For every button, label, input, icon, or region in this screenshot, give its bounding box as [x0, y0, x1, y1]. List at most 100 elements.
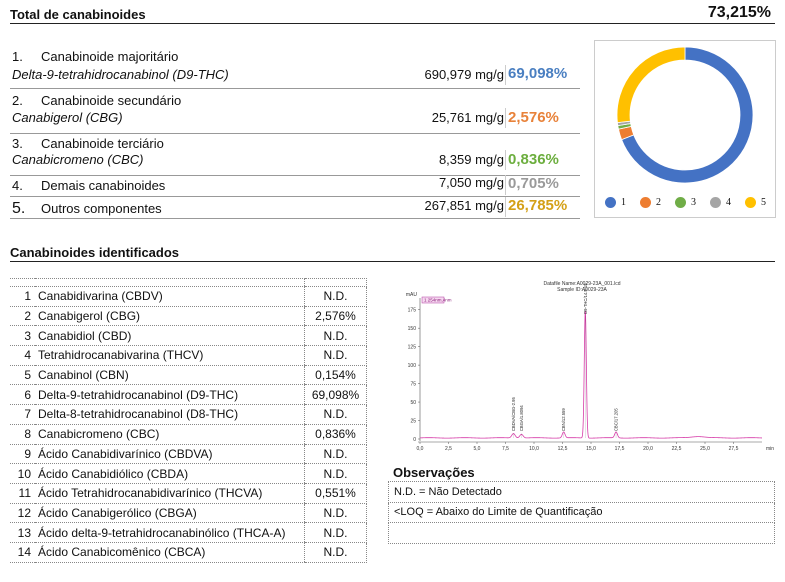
trace-tag: 1 254nm,4nm	[424, 298, 452, 303]
peak-label: D9-THC/14.5.15	[583, 283, 588, 314]
x-tick-label: 12,5	[558, 446, 568, 452]
chromatogram-trace	[419, 310, 763, 439]
row-number: 8	[10, 423, 35, 445]
table-row: 5 Canabinol (CBN) 0,154%	[10, 364, 367, 386]
summary-sub: Canabigerol (CBG)	[12, 110, 123, 125]
summary-row-5: 5. Outros componentes 267,851 mg/g 26,785…	[10, 197, 580, 219]
observations-table: N.D. = Não Detectado <LOQ = Abaixo do Lim…	[388, 481, 775, 544]
peak-label: CBGA/1.8094	[519, 405, 524, 432]
y-tick-label: 75	[410, 382, 416, 388]
y-tick-label: 100	[408, 363, 417, 369]
cannabinoid-value: 69,098%	[304, 384, 367, 406]
summary-sub: Delta-9-tetrahidrocanabinol (D9-THC)	[12, 67, 229, 82]
x-tick-label: 20,0	[643, 446, 653, 452]
summary-pct: 0,836%	[508, 151, 559, 168]
table-row: 12 Ácido Canabigerólico (CBGA) N.D.	[10, 502, 367, 524]
table-row: 14 Ácido Canabicomênico (CBCA) N.D.	[10, 541, 367, 563]
cannabinoid-value: N.D.	[304, 522, 367, 543]
cannabinoid-value: N.D.	[304, 463, 367, 484]
cannabinoid-name: Ácido Canabidiólico (CBDA)	[35, 463, 305, 484]
cannabinoid-name: Delta-9-tetrahidrocanabinol (D9-THC)	[35, 384, 305, 406]
x-unit: min	[766, 446, 774, 452]
total-title: Total de canabinoides	[10, 7, 146, 22]
table-row: 11 Ácido Tetrahidrocanabidivarínico (THCV…	[10, 482, 367, 504]
y-tick-label: 125	[408, 345, 417, 351]
cannabinoid-name: Ácido Canabicomênico (CBCA)	[35, 541, 305, 563]
y-tick-label: 0	[413, 437, 416, 443]
x-tick-label: 27,5	[729, 446, 739, 452]
chromatogram: Datafile Name:A0029-23A_001.lcd Sample ID…	[390, 276, 775, 456]
y-tick-label: 175	[408, 308, 417, 314]
cannabinoid-value: N.D.	[304, 502, 367, 524]
x-tick-label: 7,5	[502, 446, 509, 452]
cannabinoid-name: Ácido delta-9-tetrahidrocanabinólico (TH…	[35, 522, 305, 543]
summary-num: 5.	[12, 200, 26, 217]
identified-rule	[10, 261, 775, 262]
summary-num: 4.	[12, 178, 23, 193]
peak-label: CBDVA/CBG-2.95	[511, 397, 516, 432]
cannabinoid-name: Delta-8-tetrahidrocanabinol (D8-THC)	[35, 404, 305, 425]
y-unit: mAU	[406, 292, 418, 298]
summary-pct: 69,098%	[508, 65, 568, 82]
cannabinoid-value: N.D.	[304, 286, 367, 307]
table-row: 10 Ácido Canabidiólico (CBDA) N.D.	[10, 463, 367, 484]
legend-item-2: 2	[640, 197, 661, 209]
summary-mg: 267,851 mg/g	[424, 198, 504, 213]
x-tick-label: 0,0	[417, 446, 424, 452]
row-number: 12	[10, 502, 35, 524]
summary-label: Outros componentes	[41, 201, 162, 216]
summary-label: Canabinoide majoritário	[41, 49, 179, 64]
observation-row: <LOQ = Abaixo do Limite de Quantificação	[388, 501, 775, 523]
table-row: 6 Delta-9-tetrahidrocanabinol (D9-THC) 69,…	[10, 384, 367, 406]
cannabinoid-name: Canabigerol (CBG)	[35, 305, 305, 327]
cannabinoid-value: N.D.	[304, 345, 367, 366]
y-tick-label: 50	[410, 400, 416, 406]
summary-mg: 690,979 mg/g	[424, 67, 504, 82]
summary-label: Demais canabinoides	[41, 178, 166, 193]
table-row: 1 Canabidivarina (CBDV) N.D.	[10, 286, 367, 307]
donut-chart: 1 2 3 4 5	[594, 40, 776, 218]
donut-slice-5	[616, 46, 686, 124]
observation-row	[388, 522, 775, 544]
summary-pct: 26,785%	[508, 197, 568, 214]
summary-num: 3.	[12, 136, 23, 151]
x-tick-label: 2,5	[445, 446, 452, 452]
peak-label: CBC/17.205	[614, 408, 619, 431]
table-row: 9 Ácido Canabidivarínico (CBDVA) N.D.	[10, 443, 367, 465]
x-tick-label: 10,0	[529, 446, 539, 452]
summary-pct: 2,576%	[508, 109, 559, 126]
summary-row-3: 3. Canabinoide terciário Canabicromeno (C…	[10, 134, 580, 176]
cannabinoid-value: 0,551%	[304, 482, 367, 504]
cannabinoid-name: Canabidiol (CBD)	[35, 325, 305, 347]
table-row: 3 Canabidiol (CBD) N.D.	[10, 325, 367, 347]
header-rule	[10, 23, 775, 24]
summary-row-1: 1. Canabinoide majoritário Delta-9-tetrah…	[10, 47, 580, 89]
cannabinoid-name: Ácido Canabigerólico (CBGA)	[35, 502, 305, 524]
row-number: 2	[10, 305, 35, 327]
cannabinoid-name: Ácido Tetrahidrocanabidivarínico (THCVA)	[35, 482, 305, 504]
cannabinoid-name: Tetrahidrocanabivarina (THCV)	[35, 345, 305, 366]
cannabinoid-value: 2,576%	[304, 305, 367, 327]
donut-chart-svg	[616, 46, 754, 184]
cannabinoid-value: N.D.	[304, 404, 367, 425]
x-tick-label: 15,0	[586, 446, 596, 452]
x-tick-label: 22,5	[672, 446, 682, 452]
observation-text: <LOQ = Abaixo do Limite de Quantificação	[388, 501, 775, 523]
summary-num: 1.	[12, 49, 23, 64]
table-row: 8 Canabicromeno (CBC) 0,836%	[10, 423, 367, 445]
cannabinoid-name: Ácido Canabidivarínico (CBDVA)	[35, 443, 305, 465]
table-row: 2 Canabigerol (CBG) 2,576%	[10, 305, 367, 327]
summary-mg: 7,050 mg/g	[438, 175, 504, 190]
summary-mg: 25,761 mg/g	[431, 110, 504, 125]
summary-row-4: 4. Demais canabinoides 7,050 mg/g 0,705%	[10, 175, 580, 197]
trace-tag-box	[421, 296, 445, 304]
cannabinoid-value: 0,836%	[304, 423, 367, 445]
cannabinoid-value: N.D.	[304, 443, 367, 465]
summary-label: Canabinoide terciário	[41, 136, 164, 151]
cannabinoid-value: N.D.	[304, 541, 367, 563]
observation-row: N.D. = Não Detectado	[388, 481, 775, 503]
row-number: 4	[10, 345, 35, 366]
cannabinoid-name: Canabidivarina (CBDV)	[35, 286, 305, 307]
chromatogram-sample-id: Sample ID:A0029-23A	[557, 287, 607, 293]
